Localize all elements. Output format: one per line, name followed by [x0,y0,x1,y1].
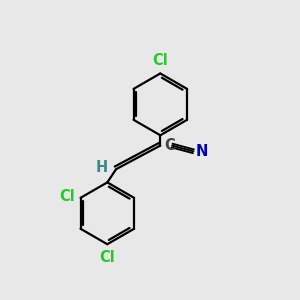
Text: Cl: Cl [152,53,168,68]
Text: N: N [196,144,208,159]
Text: Cl: Cl [59,189,75,204]
Text: Cl: Cl [99,250,115,265]
Text: H: H [96,160,108,175]
Text: C: C [164,138,175,153]
